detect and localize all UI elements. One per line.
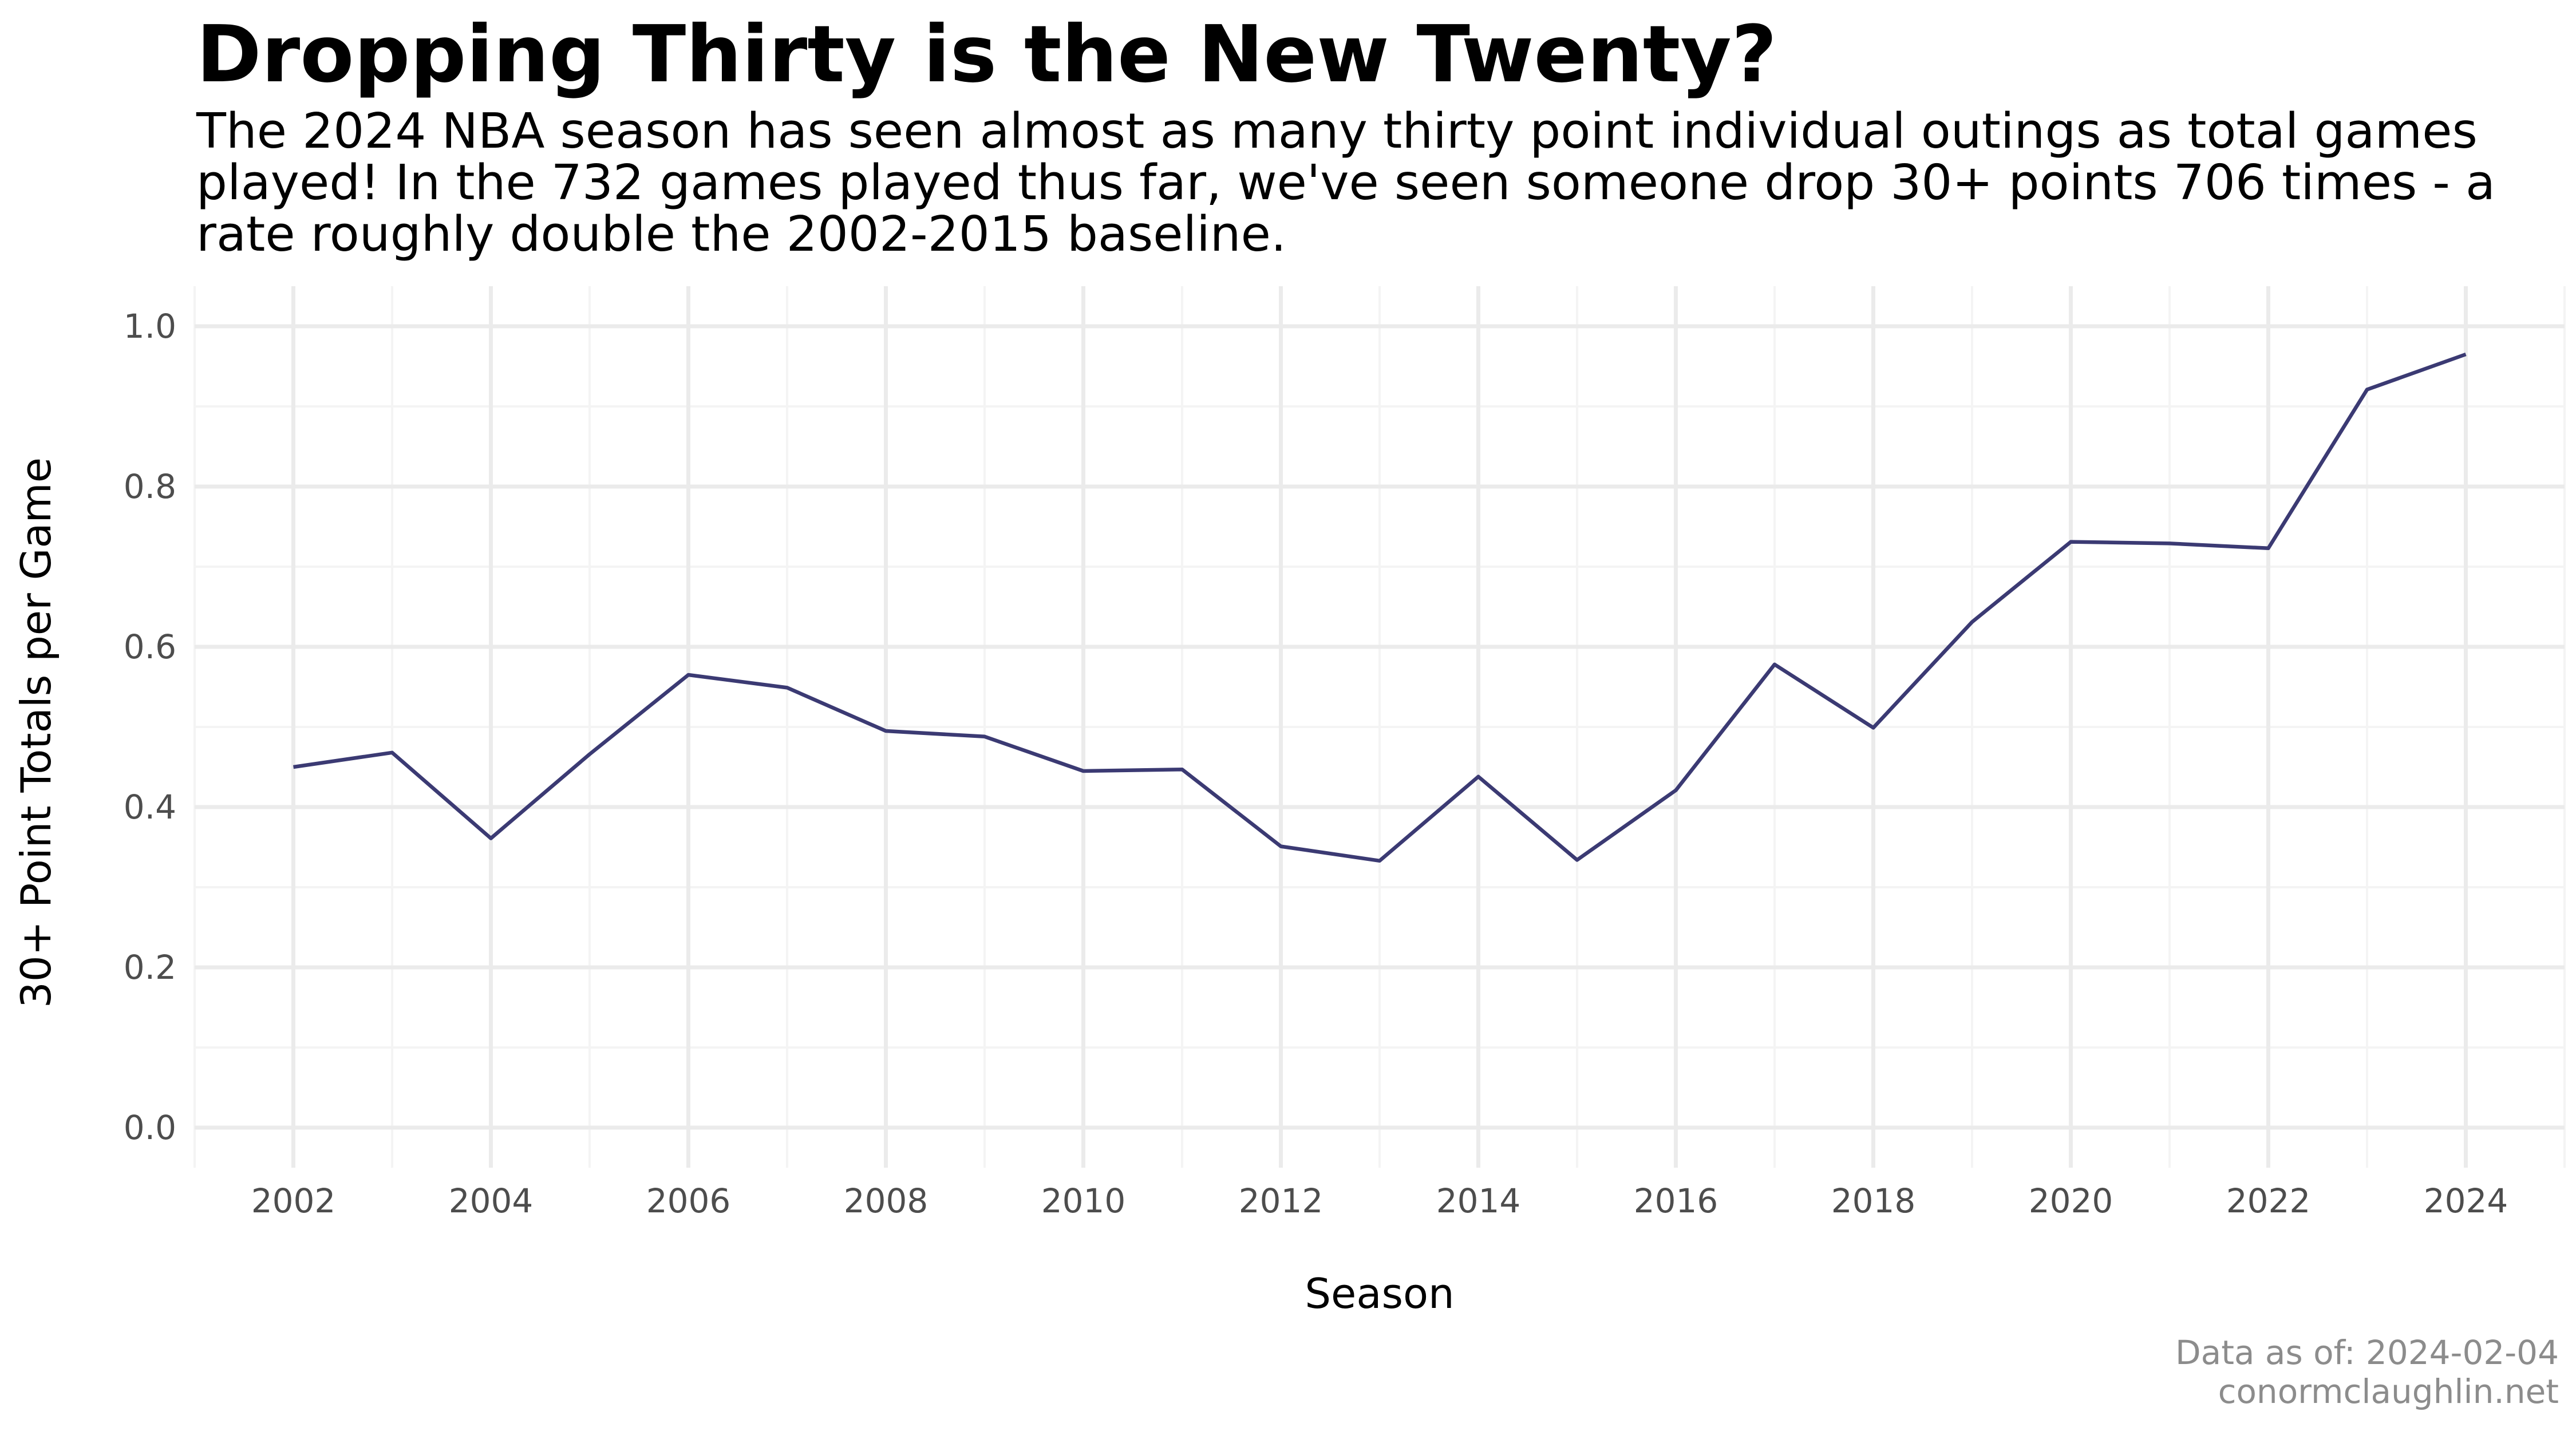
x-tick-label: 2010 — [1041, 1181, 1126, 1220]
data-point — [292, 765, 295, 769]
x-tick-label: 2004 — [449, 1181, 534, 1220]
data-point — [884, 729, 888, 733]
caption-source: conormclaughlin.net — [2218, 1371, 2559, 1411]
data-point — [2069, 540, 2073, 544]
x-tick-label: 2022 — [2226, 1181, 2311, 1220]
x-tick-label: 2008 — [844, 1181, 929, 1220]
x-tick-label: 2016 — [1634, 1181, 1718, 1220]
y-tick-label: 0.2 — [124, 948, 176, 987]
y-tick-label: 0.4 — [124, 788, 176, 827]
y-axis-label: 30+ Point Totals per Game — [12, 457, 60, 1008]
y-tick-label: 0.6 — [124, 627, 176, 666]
series-layer — [292, 352, 2468, 863]
data-point — [1180, 768, 1184, 771]
x-tick-label: 2006 — [646, 1181, 731, 1220]
x-axis-label: Season — [1305, 1270, 1454, 1318]
data-point — [1872, 726, 1875, 729]
chart-title: Dropping Thirty is the New Twenty? — [196, 9, 1777, 100]
caption-date: Data as of: 2024-02-04 — [2175, 1333, 2559, 1372]
data-point — [687, 673, 690, 677]
x-tick-label: 2002 — [251, 1181, 336, 1220]
data-point — [983, 735, 986, 738]
data-point — [1773, 663, 1776, 666]
data-point — [1082, 769, 1085, 773]
data-point — [1378, 859, 1381, 863]
x-axis-ticks: 2002 2004 2006 2008 2010 2012 2014 2016 2018 2020… — [251, 1181, 2508, 1220]
y-tick-label: 0.0 — [124, 1108, 176, 1147]
x-tick-label: 2024 — [2424, 1181, 2508, 1220]
data-point — [1279, 845, 1283, 848]
data-point — [588, 753, 591, 756]
data-point — [1674, 789, 1678, 792]
minor-gridlines — [193, 286, 2566, 1168]
series-line — [293, 352, 2467, 863]
y-tick-label: 0.8 — [124, 467, 176, 506]
data-point — [785, 686, 789, 689]
data-point — [390, 751, 394, 754]
data-point — [2168, 541, 2171, 545]
data-point — [2365, 388, 2369, 392]
data-point — [1477, 775, 1480, 778]
y-axis-ticks: 0.0 0.2 0.4 0.6 0.8 1.0 — [124, 307, 176, 1147]
data-point — [2267, 547, 2270, 550]
caption: Data as of: 2024-02-04 conormclaughlin.n… — [2175, 1333, 2559, 1412]
data-point — [1970, 620, 1974, 624]
x-tick-label: 2020 — [2029, 1181, 2113, 1220]
major-gridlines — [195, 286, 2565, 1168]
x-tick-label: 2018 — [1831, 1181, 1916, 1220]
chart-subtitle: The 2024 NBA season has seen almost as m… — [196, 103, 2496, 263]
y-tick-label: 1.0 — [124, 307, 176, 346]
data-point — [1575, 858, 1579, 861]
data-point — [2464, 353, 2468, 356]
data-point — [489, 837, 493, 840]
x-tick-label: 2012 — [1239, 1181, 1323, 1220]
x-tick-label: 2014 — [1436, 1181, 1521, 1220]
